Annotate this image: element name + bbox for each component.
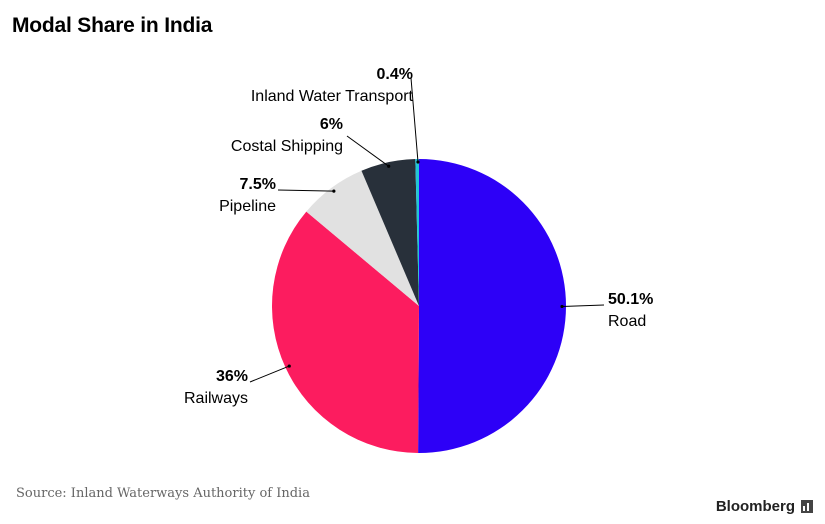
leader-dot-pipeline xyxy=(332,189,336,193)
source-note: Source: Inland Waterways Authority of In… xyxy=(16,486,310,501)
pie-slice-road xyxy=(418,159,567,453)
slice-value-label: 36% xyxy=(216,368,248,385)
slice-value-label: 0.4% xyxy=(377,66,413,83)
slice-name-label: Costal Shipping xyxy=(231,138,343,155)
leader-dot-inland-water-transport xyxy=(416,160,420,164)
slice-name-label: Railways xyxy=(184,390,248,407)
leader-dot-railways xyxy=(287,364,291,368)
leader-dot-costal-shipping xyxy=(387,164,391,168)
bloomberg-chart-icon xyxy=(801,500,813,513)
pie-slice-costal-shipping xyxy=(361,159,419,306)
leader-line-pipeline xyxy=(277,189,334,192)
pie-slice-railways xyxy=(272,211,419,453)
leader-line-costal-shipping xyxy=(346,135,389,167)
brand-logo-text: Bloomberg xyxy=(715,498,795,515)
chart-title: Modal Share in India xyxy=(12,14,213,37)
slice-name-label: Inland Water Transport xyxy=(251,88,414,105)
slice-value-label: 50.1% xyxy=(608,291,653,308)
leader-dot-road xyxy=(560,304,564,309)
leader-line-inland-water-transport xyxy=(410,77,419,163)
pie-slice-pipeline xyxy=(306,170,419,306)
slice-value-label: 7.5% xyxy=(240,176,276,193)
slice-name-label: Pipeline xyxy=(219,198,276,215)
leader-line-road xyxy=(561,304,605,307)
pie-slice-inland-water-transport xyxy=(415,159,419,306)
slice-name-label: Road xyxy=(608,313,646,330)
leader-line-railways xyxy=(249,365,290,383)
slice-value-label: 6% xyxy=(320,116,343,133)
